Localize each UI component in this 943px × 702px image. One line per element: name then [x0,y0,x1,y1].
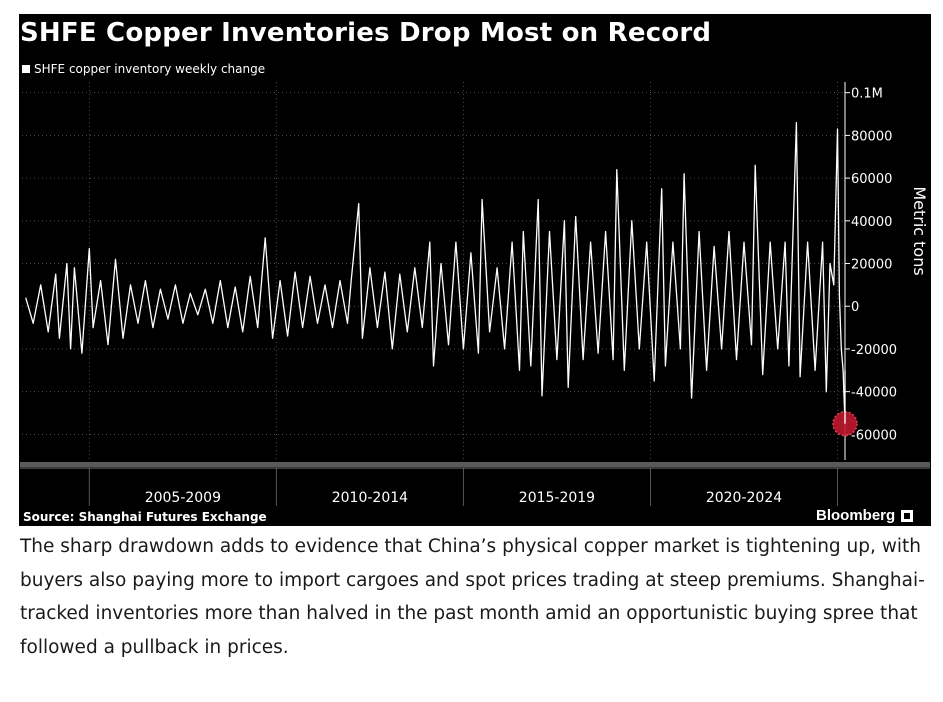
chart-panel [19,14,931,526]
brand-label: Bloomberg [816,507,896,524]
y-tick-label: 0.1M [851,87,883,102]
y-tick-label: 60000 [851,172,892,187]
y-tick-label: 0 [851,300,859,315]
y-tick-label: 80000 [851,129,892,144]
y-tick-label: 40000 [851,215,892,230]
x-tick-label: 2015-2019 [519,490,595,506]
y-tick-label: -60000 [851,428,897,443]
chart-title: SHFE Copper Inventories Drop Most on Rec… [20,18,712,48]
legend-label: SHFE copper inventory weekly change [34,62,266,76]
line-chart: 0.1M 80000 60000 40000 20000 0 -20000 -40000 -60… [20,82,930,506]
article-paragraph: The sharp drawdown adds to evidence that… [20,536,925,658]
series-line [25,121,846,424]
bloomberg-logo: Bloomberg [816,507,914,524]
y-tick-label: -20000 [851,343,897,358]
x-axis-band [20,462,930,467]
terminal-icon [901,509,914,522]
y-axis-title: Metric tons [910,186,929,275]
x-tick-label: 2005-2009 [145,490,221,506]
y-tick-label: -40000 [851,386,897,401]
legend-swatch [22,65,30,73]
legend: SHFE copper inventory weekly change [22,62,265,76]
y-tick-label: 20000 [851,258,892,273]
source-text: Source: Shanghai Futures Exchange [23,510,267,524]
x-tick-label: 2020-2024 [706,490,782,506]
x-tick-label: 2010-2014 [332,490,408,506]
